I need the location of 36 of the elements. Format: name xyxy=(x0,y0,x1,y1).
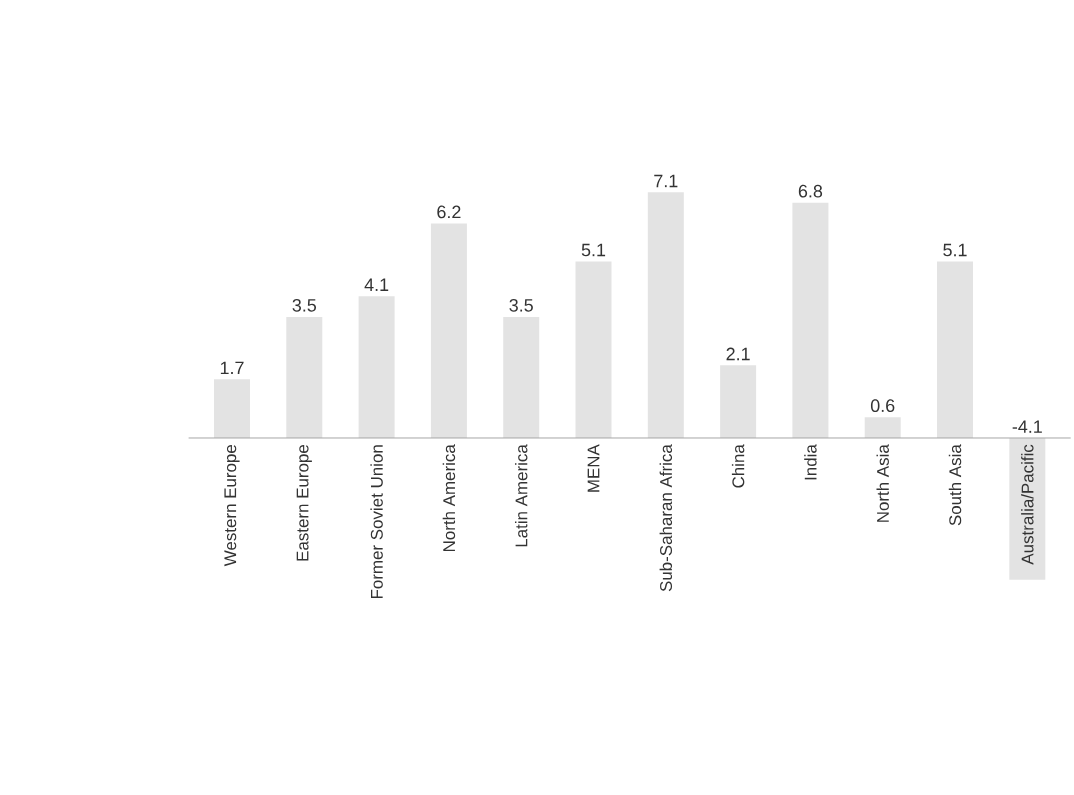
bar xyxy=(503,316,540,438)
bar xyxy=(792,202,829,438)
x-tick-label: MENA xyxy=(587,444,600,492)
bar xyxy=(1009,438,1046,580)
data-label: 3.5 xyxy=(292,298,317,312)
x-tick-label: North Asia xyxy=(876,444,889,522)
bar xyxy=(358,296,395,438)
bar xyxy=(864,417,901,438)
bar xyxy=(286,316,323,438)
bar xyxy=(647,192,684,438)
x-tick-label: India xyxy=(804,444,817,480)
x-tick-label: Western Europe xyxy=(224,444,240,567)
x-tick-label: Sub-Saharan Africa xyxy=(659,444,673,592)
data-label: -4.1 xyxy=(1012,420,1042,433)
data-label: 6.2 xyxy=(437,205,461,219)
data-label: 1.7 xyxy=(220,361,244,374)
bar xyxy=(575,261,612,438)
data-label: 7.1 xyxy=(654,174,678,188)
data-label: 4.1 xyxy=(364,278,389,291)
data-label: 3.5 xyxy=(509,298,533,312)
bar xyxy=(430,223,467,438)
data-label: 5.1 xyxy=(943,243,967,257)
bar xyxy=(720,365,757,438)
data-label: 5.1 xyxy=(581,243,606,257)
data-label: 6.8 xyxy=(798,184,823,198)
data-label: 0.6 xyxy=(870,399,895,413)
x-tick-label: Latin America xyxy=(514,444,528,547)
bar xyxy=(214,379,250,438)
x-tick-label: Former Soviet Union xyxy=(370,445,383,599)
x-tick-label: North America xyxy=(442,444,456,552)
x-tick-label: China xyxy=(731,444,745,488)
x-tick-label: Eastern Europe xyxy=(296,444,312,561)
x-tick-label: Australia/Pacific xyxy=(1021,444,1034,565)
data-label: 2.1 xyxy=(726,347,750,361)
bar xyxy=(937,261,974,438)
x-tick-label: South Asia xyxy=(948,444,962,526)
